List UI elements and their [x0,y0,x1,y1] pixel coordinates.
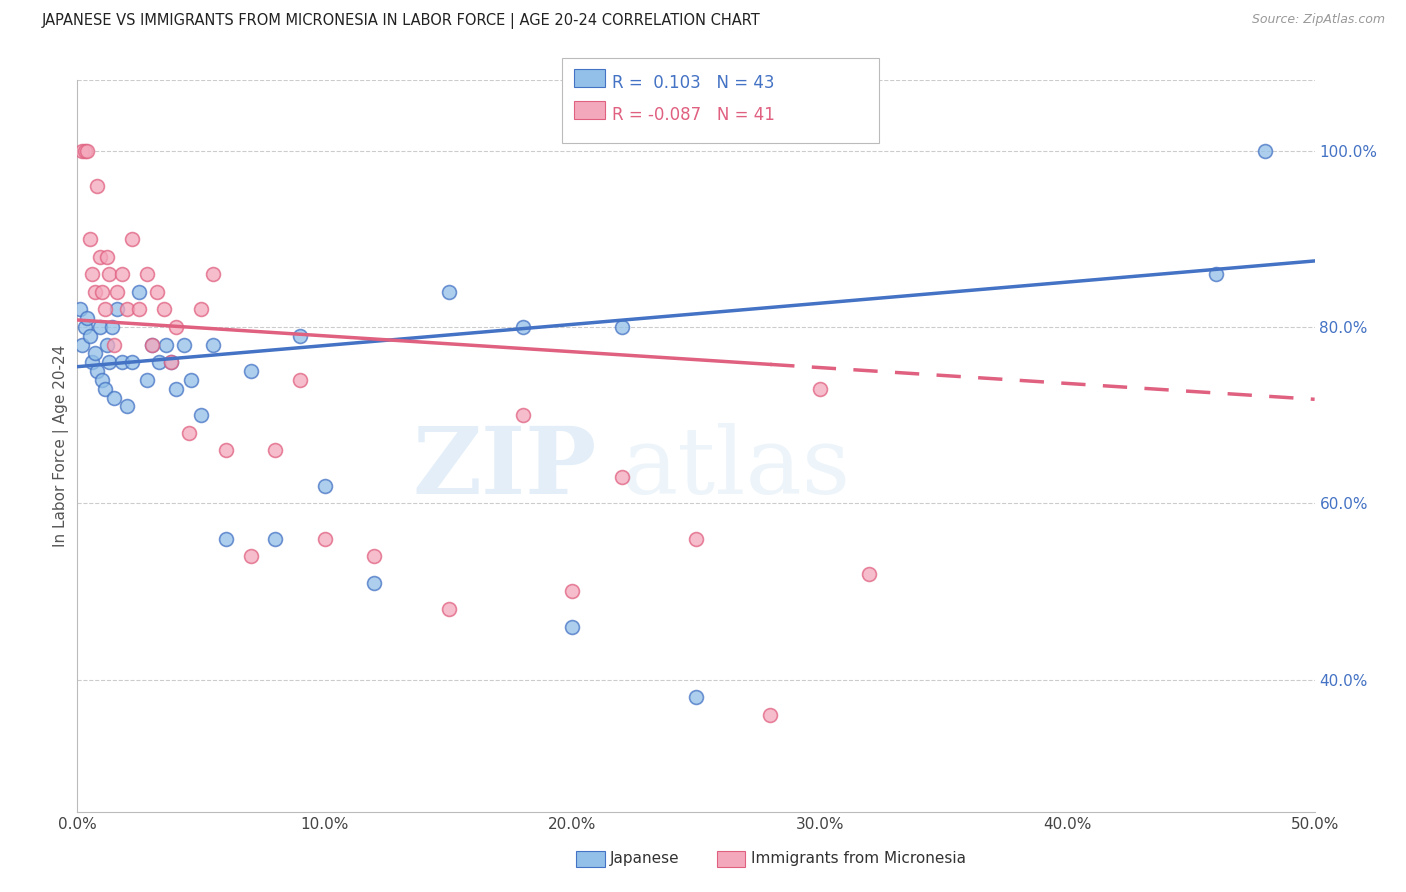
Point [115,400,138,414]
Point [685,532,707,546]
Point [512,320,534,334]
Point [314,478,336,492]
Point [160,355,183,369]
Point [141,337,163,351]
Point [76,311,98,326]
Point [83,346,105,360]
Point [610,470,633,484]
Point [128,285,150,299]
Point [1205,267,1227,281]
Point [437,602,460,616]
Text: JAPANESE VS IMMIGRANTS FROM MICRONESIA IN LABOR FORCE | AGE 20-24 CORRELATION CH: JAPANESE VS IMMIGRANTS FROM MICRONESIA I… [42,13,761,29]
Point [239,549,262,563]
Point [288,373,311,387]
Point [808,382,831,396]
Point [86,179,108,194]
Point [91,285,114,299]
Point [98,355,121,369]
Point [177,425,200,440]
Point [160,355,183,369]
Text: Immigrants from Micronesia: Immigrants from Micronesia [751,852,966,866]
Point [288,329,311,343]
Point [437,285,460,299]
Point [72,144,94,158]
Point [155,337,177,351]
Point [858,566,880,581]
Point [165,382,187,396]
Point [363,549,385,563]
Point [89,320,111,334]
Point [190,408,212,422]
Point [82,267,104,281]
Point [86,364,108,378]
Text: ZIP: ZIP [413,423,598,513]
Point [91,373,114,387]
Point [135,267,157,281]
Y-axis label: In Labor Force | Age 20-24: In Labor Force | Age 20-24 [53,345,69,547]
Point [1254,144,1277,158]
Point [202,267,225,281]
Point [561,620,583,634]
Point [610,320,633,334]
Point [79,232,101,246]
Point [363,575,385,590]
Point [145,285,167,299]
Point [111,267,134,281]
Point [96,337,118,351]
Point [89,250,111,264]
Point [115,302,138,317]
Point [121,355,143,369]
Point [96,250,118,264]
Point [79,329,101,343]
Point [121,232,143,246]
Point [239,364,262,378]
Point [93,382,115,396]
Point [101,320,124,334]
Point [141,337,163,351]
Point [512,408,534,422]
Point [83,285,105,299]
Point [111,355,134,369]
Point [69,302,91,317]
Point [103,337,125,351]
Text: Japanese: Japanese [610,852,681,866]
Point [82,355,104,369]
Point [190,302,212,317]
Point [105,285,128,299]
Point [685,690,707,705]
Point [73,320,96,334]
Point [264,532,287,546]
Point [561,584,583,599]
Point [314,532,336,546]
Text: Source: ZipAtlas.com: Source: ZipAtlas.com [1251,13,1385,27]
Point [153,302,176,317]
Point [135,373,157,387]
Point [180,373,202,387]
Point [76,144,98,158]
Point [215,443,238,458]
Text: R = -0.087   N = 41: R = -0.087 N = 41 [612,106,775,124]
Point [93,302,115,317]
Point [165,320,187,334]
Point [98,267,121,281]
Point [128,302,150,317]
Point [72,337,94,351]
Point [759,707,782,722]
Point [105,302,128,317]
Text: R =  0.103   N = 43: R = 0.103 N = 43 [612,74,775,92]
Point [148,355,170,369]
Point [73,144,96,158]
Point [264,443,287,458]
Point [215,532,238,546]
Point [103,391,125,405]
Text: atlas: atlas [621,423,851,513]
Point [173,337,195,351]
Point [202,337,225,351]
